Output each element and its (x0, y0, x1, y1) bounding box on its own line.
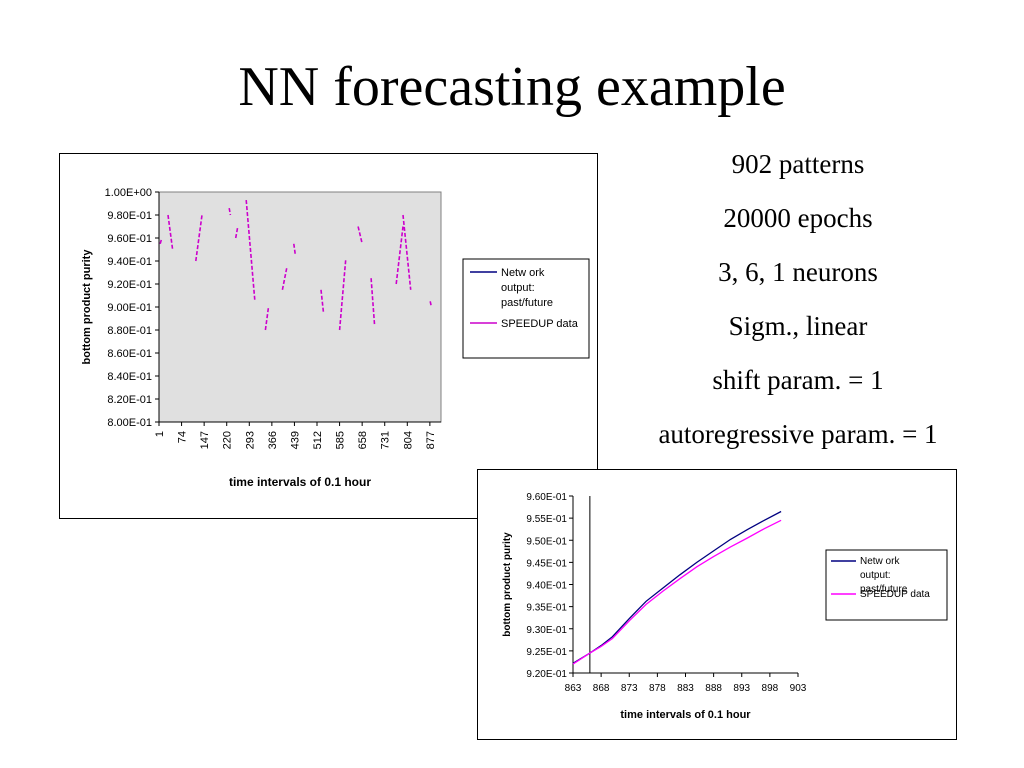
speedup-data-segment (264, 306, 270, 331)
x-tick-label: 147 (199, 431, 211, 449)
legend-label: SPEEDUP data (860, 589, 930, 600)
speedup-data-segment (429, 301, 433, 308)
x-axis-title: time intervals of 0.1 hour (229, 475, 371, 489)
y-tick-label: 8.40E-01 (107, 371, 152, 383)
legend-label: Netw ork output: past/future (501, 267, 553, 309)
x-tick-label: 888 (705, 683, 722, 694)
param-activation: Sigm., linear (728, 311, 868, 341)
param-autoregressive: autoregressive param. = 1 (658, 419, 938, 449)
x-tick-label: 878 (649, 683, 666, 694)
plot-area (158, 191, 442, 423)
x-tick-label: 220 (222, 431, 234, 449)
y-tick-label: 8.00E-01 (107, 417, 152, 429)
param-shift: shift param. = 1 (712, 365, 884, 395)
legend-label: SPEEDUP data (501, 318, 579, 330)
x-tick-label: 731 (380, 431, 392, 449)
y-tick-label: 9.40E-01 (526, 581, 567, 592)
y-axis-title: bottom product purity (502, 532, 513, 637)
x-tick-label: 868 (593, 683, 610, 694)
full-range-chart-svg: 1.00E+00 9.80E-01 9.60E-01 9.40E-01 9.20E-01… (81, 187, 590, 489)
network-output-line (572, 510, 782, 664)
x-tick-label: 512 (312, 431, 324, 449)
y-tick-label: 9.35E-01 (526, 603, 567, 614)
y-tick-label: 9.60E-01 (107, 233, 152, 245)
parameter-list: 902 patterns 20000 epochs 3, 6, 1 neuron… (598, 146, 998, 470)
y-tick-label: 9.30E-01 (526, 625, 567, 636)
x-tick-label: 585 (335, 431, 347, 449)
y-tick-label: 9.20E-01 (107, 279, 152, 291)
param-epochs: 20000 epochs (723, 203, 873, 233)
x-tick-label: 74 (177, 431, 189, 443)
y-tick-label: 9.25E-01 (526, 647, 567, 658)
speedup-data-segment (293, 243, 297, 256)
x-tick-label: 439 (289, 431, 301, 449)
full-range-chart: 1.00E+00 9.80E-01 9.60E-01 9.40E-01 9.20E-01… (59, 153, 598, 519)
y-tick-label: 9.45E-01 (526, 558, 567, 569)
y-tick-label: 9.60E-01 (526, 492, 567, 503)
x-tick-label: 366 (267, 431, 279, 449)
x-tick-label: 877 (425, 431, 437, 449)
x-tick-label: 873 (621, 683, 638, 694)
legend-box (462, 258, 590, 359)
y-tick-label: 9.00E-01 (107, 302, 152, 314)
y-tick-label: 9.50E-01 (526, 536, 567, 547)
y-tick-label: 9.55E-01 (526, 514, 567, 525)
param-neurons: 3, 6, 1 neurons (718, 257, 878, 287)
x-tick-label: 658 (357, 431, 369, 449)
y-tick-label: 9.40E-01 (107, 256, 152, 268)
x-tick-label: 293 (244, 431, 256, 449)
speedup-data-segment (159, 237, 163, 245)
x-tick-label: 903 (790, 683, 807, 694)
speedup-data-segment (228, 207, 232, 216)
legend-label: Netw ork output: past/future (860, 556, 908, 595)
y-tick-label: 8.20E-01 (107, 394, 152, 406)
y-tick-label: 9.80E-01 (107, 210, 152, 222)
y-tick-label: 8.80E-01 (107, 325, 152, 337)
forecast-zoom-chart: 9.60E-01 9.55E-01 9.50E-01 9.45E-01 9.40E-01… (477, 469, 957, 740)
y-tick-label: 8.60E-01 (107, 348, 152, 360)
slide-title: NN forecasting example (238, 56, 786, 118)
speedup-data-segment (402, 214, 412, 290)
y-tick-label: 1.00E+00 (105, 187, 152, 199)
speedup-data-segment (370, 278, 376, 325)
speedup-data-line (572, 519, 782, 665)
speedup-data-segment (234, 226, 239, 239)
x-axis-title: time intervals of 0.1 hour (620, 709, 751, 721)
speedup-data-segment (320, 289, 325, 313)
speedup-data-segment (395, 226, 404, 285)
x-tick-label: 898 (762, 683, 779, 694)
x-tick-label: 804 (402, 431, 414, 449)
y-axis-title: bottom product purity (81, 249, 93, 365)
forecast-zoom-chart-svg: 9.60E-01 9.55E-01 9.50E-01 9.45E-01 9.40E-01… (502, 492, 948, 721)
speedup-data-segment (195, 214, 203, 262)
x-tick-label: 1 (154, 431, 166, 437)
x-tick-label: 893 (733, 683, 750, 694)
speedup-data-segment (357, 226, 363, 244)
speedup-data-segment (281, 266, 288, 290)
x-tick-label: 863 (565, 683, 582, 694)
speedup-data-segment (245, 200, 256, 302)
x-tick-label: 883 (677, 683, 694, 694)
y-tick-label: 9.20E-01 (526, 669, 567, 680)
param-patterns: 902 patterns (731, 149, 865, 179)
